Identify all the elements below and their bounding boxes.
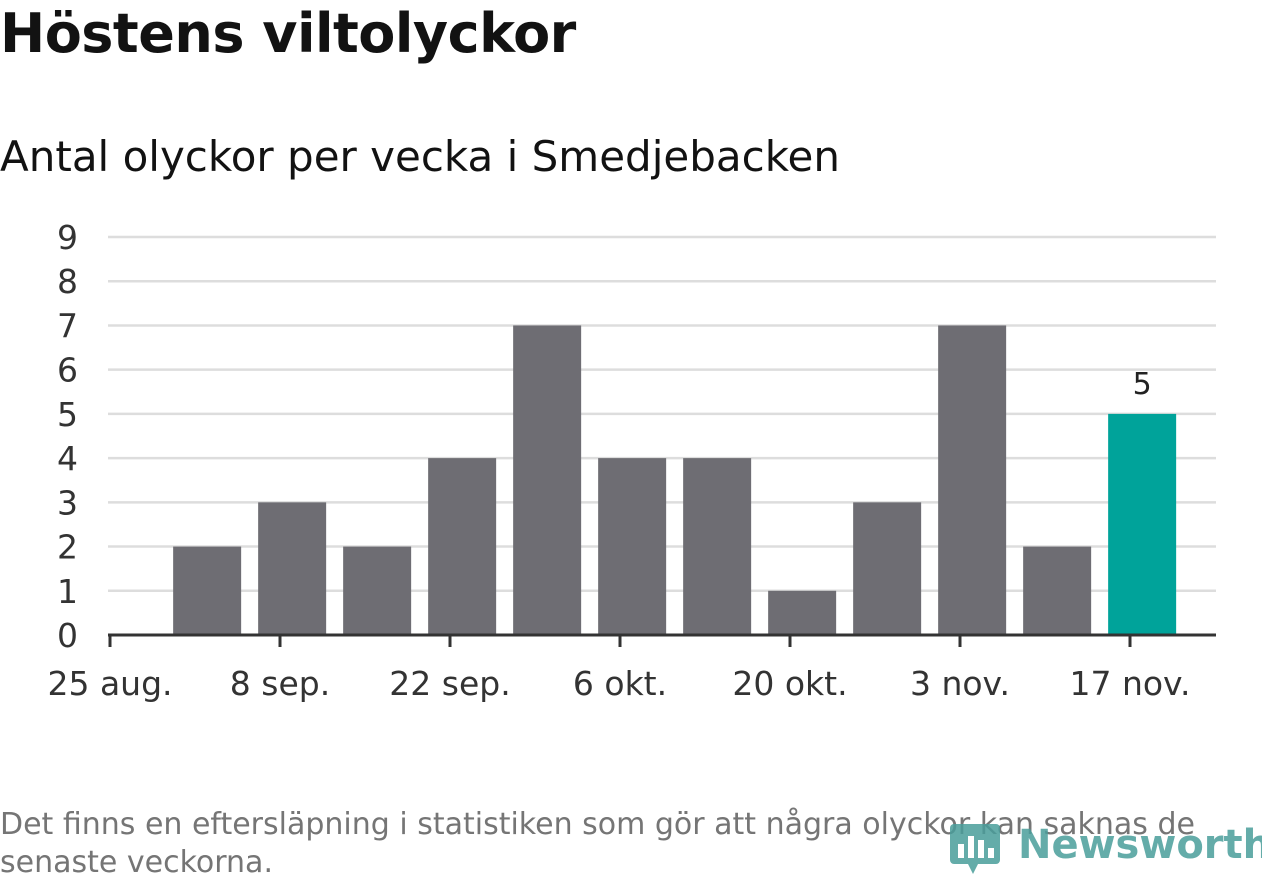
y-tick-label: 2 [57, 528, 78, 567]
bar [938, 325, 1007, 635]
bar [853, 502, 922, 635]
x-tick-label: 20 okt. [732, 664, 847, 703]
bar [258, 502, 327, 635]
x-tick-label: 17 nov. [1069, 664, 1190, 703]
y-tick-label: 6 [57, 351, 78, 390]
x-tick-label: 8 sep. [230, 664, 330, 703]
y-tick-label: 1 [57, 572, 78, 611]
y-axis-ticks: 0 1 2 3 4 5 6 7 8 9 [57, 218, 78, 655]
chart-subtitle: Antal olyckor per vecka i Smedjebacken [0, 132, 840, 181]
y-tick-label: 9 [57, 218, 78, 257]
y-tick-label: 7 [57, 306, 78, 345]
bar [428, 458, 497, 635]
data-labels: 5 [1133, 367, 1152, 402]
y-tick-label: 4 [57, 439, 78, 478]
bar-chart: 0 1 2 3 4 5 6 7 8 9 25 aug. 8 sep. 22 sep. 6 okt. 20 … [47, 218, 1216, 703]
y-tick-label: 8 [57, 262, 78, 301]
chart-title: Höstens viltolyckor [0, 2, 576, 65]
bar [768, 590, 837, 635]
bar [173, 546, 242, 635]
bars [173, 325, 1177, 635]
data-label: 5 [1133, 367, 1152, 402]
x-axis: 25 aug. 8 sep. 22 sep. 6 okt. 20 okt. 3 nov. 1… [47, 633, 1216, 703]
y-tick-label: 3 [57, 483, 78, 522]
bar [683, 458, 752, 635]
bar [1023, 546, 1092, 635]
y-tick-label: 5 [57, 395, 78, 434]
bar [513, 325, 582, 635]
x-tick-label: 22 sep. [389, 664, 510, 703]
newsworthy-logo: Newsworthy [948, 818, 1262, 876]
x-tick-label: 25 aug. [47, 664, 172, 703]
x-tick-label: 3 nov. [910, 664, 1010, 703]
newsworthy-bar-chart-icon [950, 824, 1000, 874]
x-tick-label: 6 okt. [573, 664, 667, 703]
bar [598, 458, 667, 635]
bar-highlight [1108, 413, 1177, 635]
y-tick-label: 0 [57, 616, 78, 655]
logo-text: Newsworthy [1018, 822, 1262, 868]
bar [343, 546, 412, 635]
